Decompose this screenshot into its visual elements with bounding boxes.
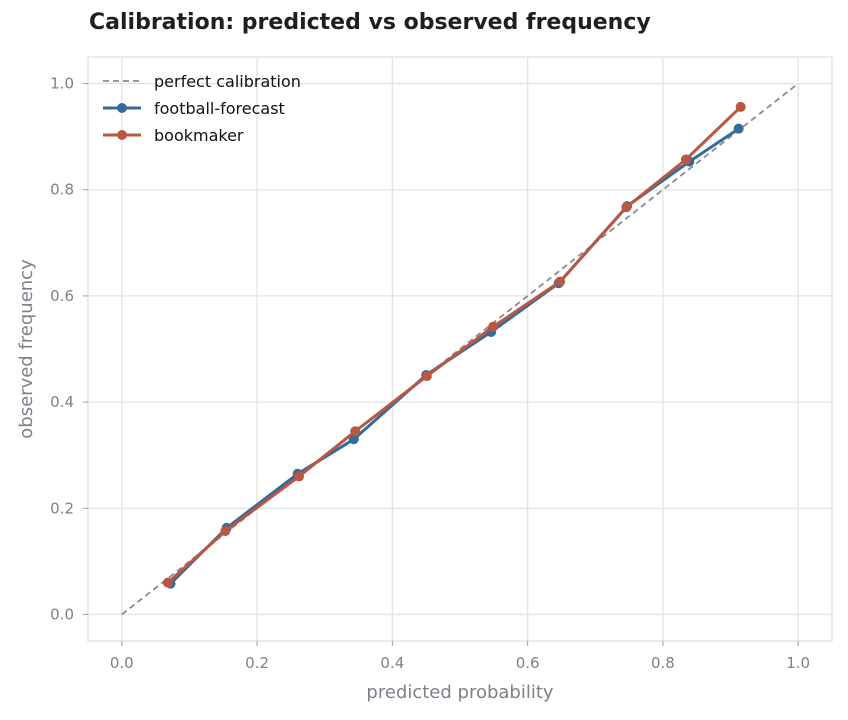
point-bookmaker-3 <box>350 426 361 437</box>
y-axis-ticks: 0.0 0.2 0.4 0.6 0.8 1.0 <box>50 75 88 623</box>
x-tick-label-0: 0.0 <box>110 654 134 672</box>
y-axis-label: observed frequency <box>16 259 37 439</box>
x-axis-label: predicted probability <box>366 682 553 703</box>
legend-item-football-forecast: football-forecast <box>103 99 285 118</box>
point-bookmaker-4 <box>421 371 432 382</box>
point-football-forecast-3 <box>348 434 359 445</box>
legend-label-perfect-calibration: perfect calibration <box>154 72 301 91</box>
point-bookmaker-9 <box>735 101 746 112</box>
point-bookmaker-8 <box>680 154 691 165</box>
legend-marker-football-forecast <box>117 103 127 113</box>
legend-label-bookmaker: bookmaker <box>154 126 244 145</box>
y-tick-label-0: 0.0 <box>50 605 74 623</box>
y-tick-label-3: 0.6 <box>50 287 74 305</box>
point-bookmaker-0 <box>162 577 173 588</box>
x-tick-label-1: 0.2 <box>245 654 269 672</box>
y-tick-label-4: 0.8 <box>50 181 74 199</box>
x-tick-label-4: 0.8 <box>651 654 675 672</box>
legend-marker-bookmaker <box>117 130 127 140</box>
grid <box>88 57 832 641</box>
x-axis-ticks: 0.0 0.2 0.4 0.6 0.8 1.0 <box>110 641 810 672</box>
y-tick-label-5: 1.0 <box>50 75 74 93</box>
legend-label-football-forecast: football-forecast <box>154 99 285 118</box>
x-tick-label-2: 0.4 <box>380 654 404 672</box>
point-bookmaker-7 <box>621 202 632 213</box>
legend: perfect calibration football-forecast book… <box>103 72 301 145</box>
plot-frame <box>87 56 833 642</box>
legend-item-bookmaker: bookmaker <box>103 126 244 145</box>
y-tick-label-1: 0.2 <box>50 499 74 517</box>
series-line-bookmaker <box>166 105 742 584</box>
x-tick-label-3: 0.6 <box>516 654 540 672</box>
legend-item-perfect-calibration: perfect calibration <box>103 72 301 91</box>
point-football-forecast-9 <box>733 123 744 134</box>
y-tick-label-2: 0.4 <box>50 393 74 411</box>
x-tick-label-5: 1.0 <box>786 654 810 672</box>
point-bookmaker-5 <box>488 321 499 332</box>
point-bookmaker-6 <box>555 276 566 287</box>
chart-title: Calibration: predicted vs observed frequ… <box>89 10 651 35</box>
point-bookmaker-2 <box>294 471 305 482</box>
point-bookmaker-1 <box>220 526 231 537</box>
series-bookmaker <box>162 101 746 588</box>
series-layer <box>162 101 746 589</box>
